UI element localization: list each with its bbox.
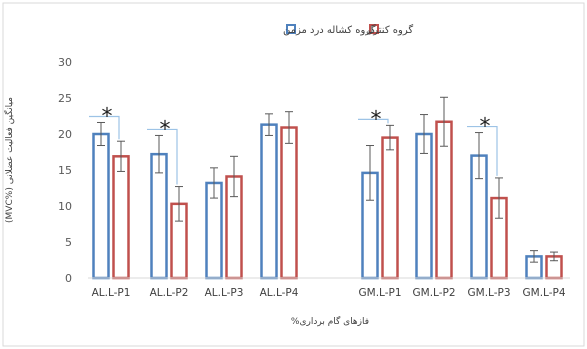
y-tick-label: 10 bbox=[58, 200, 72, 213]
y-axis-title: میانگین فعالیت عضلانی (%MVC) bbox=[3, 97, 15, 223]
x-tick-label: GM.L-P1 bbox=[359, 287, 402, 299]
x-tick-label: AL.L-P3 bbox=[205, 287, 244, 299]
x-axis-category-labels: AL.L-P1 AL.L-P2 AL.L-P3 AL.L-P4 GM.L-P1 GM.L-… bbox=[92, 287, 566, 299]
bar-chronic-groin-pain bbox=[260, 123, 278, 280]
bar-chronic-groin-pain bbox=[92, 132, 110, 280]
y-tick-label: 5 bbox=[65, 236, 72, 249]
significance-bracket bbox=[358, 118, 389, 124]
significance-markers: * * * * bbox=[89, 104, 498, 185]
bar-control bbox=[381, 136, 399, 280]
bar-chronic-groin-pain bbox=[415, 132, 433, 280]
significance-star: * bbox=[160, 117, 171, 142]
y-tick-label: 15 bbox=[58, 164, 72, 177]
y-tick-label: 20 bbox=[58, 128, 72, 141]
y-tick-label: 0 bbox=[65, 272, 72, 285]
y-tick-label: 30 bbox=[58, 56, 72, 69]
significance-star: * bbox=[371, 107, 382, 132]
bar-control bbox=[280, 126, 298, 280]
x-tick-label: GM.L-P3 bbox=[468, 287, 511, 299]
x-tick-label: AL.L-P4 bbox=[260, 287, 299, 299]
x-axis-title: فازهای گام برداری% bbox=[291, 315, 369, 327]
legend-swatch-chronic-groin-pain bbox=[286, 24, 296, 34]
significance-bracket bbox=[147, 128, 178, 185]
x-tick-label: GM.L-P2 bbox=[413, 287, 456, 299]
y-tick-label: 25 bbox=[58, 92, 72, 105]
x-tick-label: GM.L-P4 bbox=[523, 287, 566, 299]
legend-label-chronic-groin-pain: گروه کشاله درد مزمن bbox=[283, 24, 376, 36]
x-tick-label: AL.L-P1 bbox=[92, 287, 131, 299]
bar-control bbox=[112, 155, 130, 280]
y-axis-ticks: 0 5 10 15 20 25 30 bbox=[58, 56, 72, 285]
legend: گروه کنترل گروه کشاله درد مزمن bbox=[283, 24, 413, 36]
significance-bracket bbox=[89, 115, 120, 140]
significance-star: * bbox=[102, 104, 113, 129]
legend-label-control: گروه کنترل bbox=[366, 24, 413, 36]
legend-swatch-control bbox=[369, 24, 379, 34]
significance-bracket bbox=[467, 125, 498, 176]
x-tick-label: AL.L-P2 bbox=[150, 287, 189, 299]
significance-star: * bbox=[480, 115, 491, 140]
